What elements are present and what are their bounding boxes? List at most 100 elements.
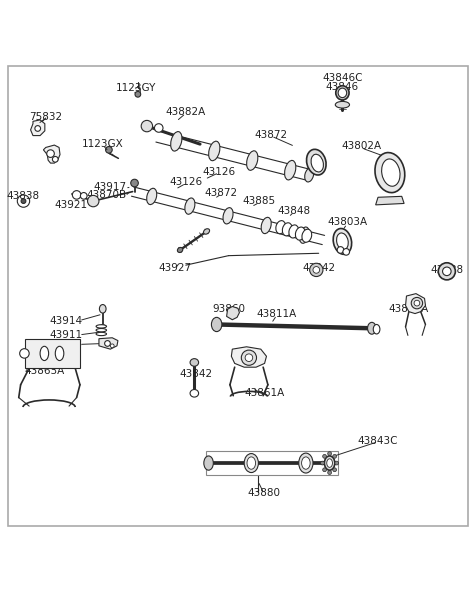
Circle shape	[438, 263, 456, 280]
Ellipse shape	[296, 227, 305, 240]
Circle shape	[20, 349, 29, 358]
Text: 43126: 43126	[169, 177, 202, 187]
Ellipse shape	[282, 223, 292, 236]
Circle shape	[135, 91, 141, 97]
Bar	[25, 339, 80, 368]
Circle shape	[323, 468, 327, 472]
Text: 43927: 43927	[159, 262, 192, 272]
Polygon shape	[43, 145, 60, 163]
Text: 43914: 43914	[50, 316, 83, 326]
Ellipse shape	[211, 317, 222, 332]
Bar	[206, 451, 338, 475]
Circle shape	[47, 150, 54, 157]
Circle shape	[245, 354, 253, 362]
Circle shape	[310, 263, 323, 276]
Circle shape	[335, 461, 338, 465]
Ellipse shape	[96, 332, 107, 336]
Ellipse shape	[302, 457, 310, 469]
Circle shape	[414, 300, 420, 306]
Ellipse shape	[99, 304, 106, 313]
Ellipse shape	[299, 227, 309, 243]
Ellipse shape	[302, 229, 312, 242]
Polygon shape	[376, 197, 404, 205]
Ellipse shape	[96, 329, 107, 332]
Ellipse shape	[373, 324, 380, 334]
Polygon shape	[231, 347, 267, 367]
Text: 43872: 43872	[255, 130, 288, 140]
Ellipse shape	[336, 86, 349, 100]
Circle shape	[327, 452, 331, 455]
Polygon shape	[99, 338, 118, 349]
Ellipse shape	[307, 149, 326, 175]
Circle shape	[80, 192, 87, 199]
Circle shape	[327, 471, 331, 474]
Text: 1123GX: 1123GX	[82, 139, 124, 149]
Ellipse shape	[375, 153, 405, 192]
Circle shape	[17, 195, 30, 207]
Text: 43880: 43880	[248, 488, 281, 498]
Circle shape	[106, 146, 112, 153]
Circle shape	[35, 126, 40, 131]
Circle shape	[313, 266, 319, 274]
Text: 1123GY: 1123GY	[116, 83, 156, 93]
Circle shape	[411, 297, 423, 309]
Ellipse shape	[327, 459, 332, 467]
Ellipse shape	[40, 346, 49, 361]
Text: 43888: 43888	[430, 265, 464, 275]
Ellipse shape	[101, 324, 105, 327]
Ellipse shape	[335, 101, 349, 108]
Text: 43911: 43911	[50, 330, 83, 340]
Ellipse shape	[204, 229, 209, 234]
Circle shape	[52, 156, 58, 162]
Ellipse shape	[208, 141, 220, 160]
Circle shape	[320, 461, 324, 465]
Text: 93860: 93860	[212, 304, 245, 314]
Text: 43842: 43842	[179, 369, 213, 379]
Ellipse shape	[305, 168, 314, 182]
Ellipse shape	[261, 217, 271, 234]
Ellipse shape	[185, 198, 195, 214]
Circle shape	[333, 455, 337, 458]
Circle shape	[155, 124, 163, 132]
Circle shape	[241, 350, 257, 365]
Ellipse shape	[333, 229, 352, 255]
Text: 43848: 43848	[278, 205, 310, 215]
Ellipse shape	[324, 456, 335, 470]
Text: 43913: 43913	[50, 339, 83, 349]
Polygon shape	[227, 307, 239, 320]
Polygon shape	[30, 120, 45, 136]
Circle shape	[141, 120, 153, 132]
Text: 43861A: 43861A	[244, 388, 284, 398]
Ellipse shape	[337, 233, 348, 250]
Text: 43882A: 43882A	[166, 107, 206, 117]
Text: 43803A: 43803A	[327, 217, 367, 227]
Ellipse shape	[171, 131, 182, 151]
Ellipse shape	[338, 88, 347, 98]
Text: 43917: 43917	[93, 182, 127, 192]
Circle shape	[88, 195, 99, 207]
Text: 43838: 43838	[7, 191, 40, 201]
Ellipse shape	[285, 160, 296, 180]
Text: 43870B: 43870B	[86, 191, 127, 200]
Text: 43872: 43872	[205, 188, 238, 198]
Circle shape	[21, 199, 26, 204]
Text: 43863A: 43863A	[24, 366, 64, 376]
Ellipse shape	[147, 188, 157, 205]
Circle shape	[131, 179, 139, 187]
Text: 43841A: 43841A	[389, 304, 429, 314]
Text: 43846C: 43846C	[322, 73, 363, 83]
Circle shape	[343, 249, 349, 255]
Ellipse shape	[190, 359, 198, 366]
Ellipse shape	[382, 159, 400, 186]
Ellipse shape	[55, 346, 64, 361]
Ellipse shape	[289, 225, 298, 238]
Text: 75832: 75832	[29, 112, 62, 121]
Text: 43843C: 43843C	[358, 436, 398, 446]
Ellipse shape	[223, 208, 233, 224]
Circle shape	[105, 340, 110, 346]
Ellipse shape	[96, 325, 107, 328]
Ellipse shape	[299, 453, 313, 473]
Text: 43885: 43885	[243, 196, 276, 206]
Ellipse shape	[367, 322, 376, 334]
Polygon shape	[406, 294, 426, 314]
